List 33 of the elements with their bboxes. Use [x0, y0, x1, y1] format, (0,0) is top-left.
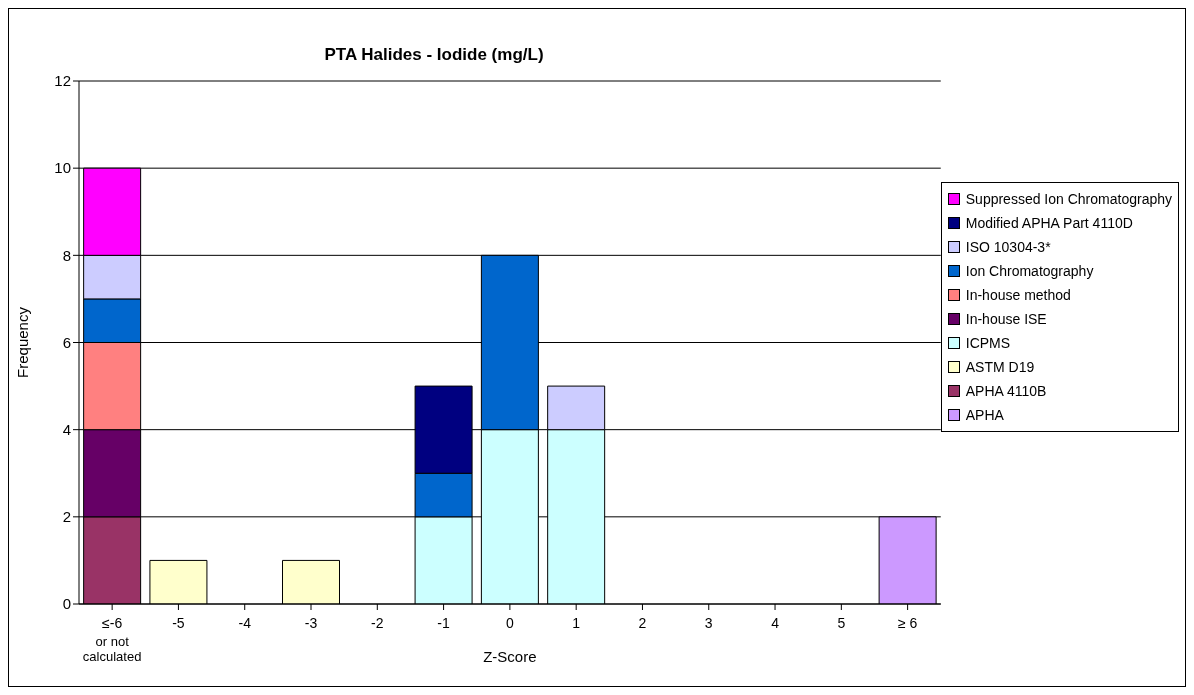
- y-tick-label: 4: [62, 420, 71, 438]
- legend-label: ASTM D19: [965, 358, 1035, 375]
- legend-label: ISO 10304-3*: [965, 238, 1051, 255]
- x-tick-label: 5: [837, 615, 846, 631]
- y-axis-title: Frequency: [14, 306, 32, 378]
- x-tick-label: 4: [771, 615, 780, 631]
- x-tick-label: -2: [371, 615, 384, 631]
- chart-title: PTA Halides - Iodide (mg/L): [323, 45, 545, 65]
- legend-label: APHA 4110B: [965, 382, 1047, 399]
- x-tick-label: -1: [437, 615, 451, 631]
- x-tick-label: -5: [172, 615, 185, 631]
- x-tick-label: 0: [505, 615, 514, 631]
- y-tick-label: 8: [62, 246, 71, 264]
- x-tick-label: -4: [238, 615, 252, 631]
- x-axis-title: Z-Score: [483, 648, 537, 665]
- legend-label: Suppressed Ion Chromatography: [965, 190, 1172, 207]
- x-tick-label: ≤-6 or not calculated: [82, 615, 142, 664]
- legend-label: ICPMS: [965, 334, 1011, 351]
- x-tick-label: 1: [572, 615, 581, 631]
- y-tick-label: 10: [54, 159, 71, 177]
- y-tick-label: 2: [62, 508, 71, 526]
- legend-label: Ion Chromatography: [965, 262, 1094, 279]
- y-tick-label: 0: [62, 595, 71, 613]
- y-tick-label: 6: [62, 333, 71, 351]
- x-tick-label: -3: [304, 615, 318, 631]
- legend-label: APHA: [965, 406, 1004, 423]
- x-tick-label: ≥ 6: [897, 615, 918, 631]
- legend-label: In-house method: [965, 286, 1071, 303]
- x-tick-label: 3: [704, 615, 713, 631]
- x-tick-label: 2: [638, 615, 647, 631]
- legend-label: Modified APHA Part 4110D: [965, 214, 1133, 231]
- y-tick-label: 12: [54, 72, 71, 90]
- legend-label: In-house ISE: [965, 310, 1047, 327]
